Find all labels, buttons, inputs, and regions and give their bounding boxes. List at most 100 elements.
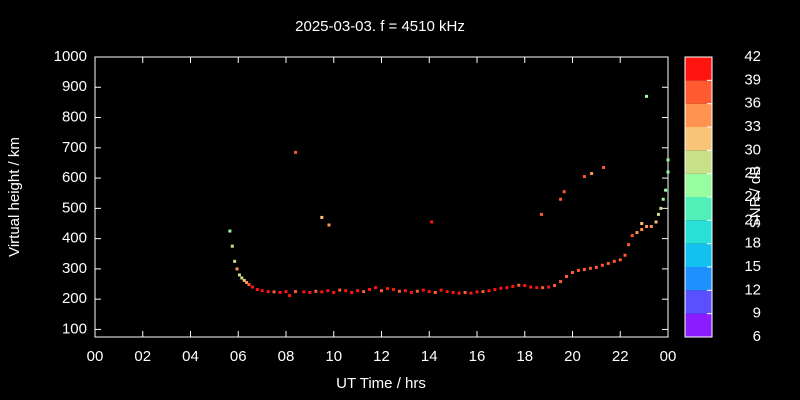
colorbar-band: [685, 290, 712, 314]
data-point: [539, 212, 543, 216]
colorbar-band: [685, 57, 712, 81]
data-point: [623, 253, 627, 257]
data-point: [385, 287, 389, 291]
data-point: [627, 243, 631, 247]
data-point: [233, 259, 237, 263]
data-point: [391, 287, 395, 291]
colorbar-tick-label: 24: [744, 188, 761, 205]
colorbar-band: [685, 313, 712, 337]
colorbar-band: [685, 173, 712, 197]
data-point: [240, 276, 244, 280]
data-point: [654, 220, 658, 224]
colorbar-tick-label: 9: [753, 305, 761, 322]
colorbar-band: [685, 127, 712, 151]
data-point: [463, 291, 467, 295]
colorbar-band: [685, 150, 712, 174]
x-tick-label: 04: [182, 348, 199, 365]
colorbar-tick-label: 21: [744, 211, 761, 228]
data-point: [529, 285, 533, 289]
data-point: [475, 290, 479, 294]
data-point: [320, 215, 324, 219]
data-point: [294, 150, 298, 154]
data-point: [242, 278, 246, 282]
x-tick-label: 02: [134, 348, 151, 365]
data-point: [362, 290, 366, 294]
data-point: [511, 284, 515, 288]
y-axis-label: Virtual height / km: [6, 137, 23, 257]
data-point: [457, 291, 461, 295]
data-point: [356, 289, 360, 293]
data-point: [228, 229, 232, 233]
colorbar-tick-label: 12: [744, 281, 761, 298]
colorbar-band: [685, 220, 712, 244]
colorbar-tick-label: 39: [744, 71, 761, 88]
data-point: [308, 291, 312, 295]
data-point: [630, 234, 634, 238]
data-point: [415, 289, 419, 293]
x-tick-label: 16: [469, 348, 486, 365]
data-point: [602, 165, 606, 169]
data-point: [612, 259, 616, 263]
data-point: [427, 290, 431, 294]
data-point: [288, 294, 292, 298]
y-tick-label: 900: [62, 78, 87, 95]
data-point: [505, 286, 509, 290]
x-tick-label: 18: [516, 348, 533, 365]
data-point: [562, 190, 566, 194]
y-tick-label: 200: [62, 290, 87, 307]
x-tick-label: 00: [660, 348, 677, 365]
data-point: [260, 289, 264, 293]
colorbar-tick-label: 6: [753, 328, 761, 345]
data-point: [278, 291, 282, 295]
data-point: [374, 286, 378, 290]
data-point: [553, 284, 557, 288]
data-point: [645, 225, 649, 229]
data-point: [380, 289, 383, 293]
data-point: [409, 291, 413, 295]
colorbar-band: [685, 243, 712, 267]
data-point: [272, 290, 276, 294]
data-point: [576, 268, 580, 272]
data-point: [649, 225, 653, 229]
data-point: [618, 258, 622, 262]
data-point: [588, 266, 592, 270]
data-point: [397, 289, 401, 293]
colorbar-band: [685, 267, 712, 291]
colorbar-tick-label: 27: [744, 165, 761, 182]
y-tick-label: 1000: [54, 48, 87, 65]
data-point: [600, 263, 604, 267]
x-tick-label: 08: [278, 348, 295, 365]
data-point: [421, 288, 425, 292]
data-point: [547, 285, 551, 289]
colorbar-tick-label: 42: [744, 48, 761, 65]
x-tick-label: 00: [87, 348, 104, 365]
data-point: [284, 290, 288, 294]
colorbar-tick-label: 15: [744, 258, 761, 275]
x-tick-label: 20: [564, 348, 581, 365]
data-point: [314, 289, 318, 293]
data-point: [332, 291, 336, 295]
data-point: [635, 231, 639, 235]
data-point: [487, 289, 491, 293]
data-point: [302, 290, 306, 294]
data-point: [666, 170, 670, 174]
y-tick-label: 700: [62, 139, 87, 156]
x-tick-label: 22: [612, 348, 629, 365]
data-point: [245, 281, 249, 285]
data-point: [327, 223, 331, 227]
data-point: [661, 197, 665, 201]
data-point: [666, 158, 670, 162]
colorbar-band: [685, 197, 712, 221]
colorbar-label: SNR / dB: [747, 166, 764, 229]
data-point: [251, 285, 255, 289]
data-point: [582, 175, 586, 179]
data-point: [230, 244, 234, 248]
data-point: [523, 284, 527, 288]
colorbar-tick-label: 33: [744, 118, 761, 135]
data-point: [594, 265, 598, 269]
x-tick-label: 12: [373, 348, 390, 365]
y-tick-label: 100: [62, 320, 87, 337]
data-point: [338, 288, 342, 292]
data-point: [659, 206, 663, 210]
